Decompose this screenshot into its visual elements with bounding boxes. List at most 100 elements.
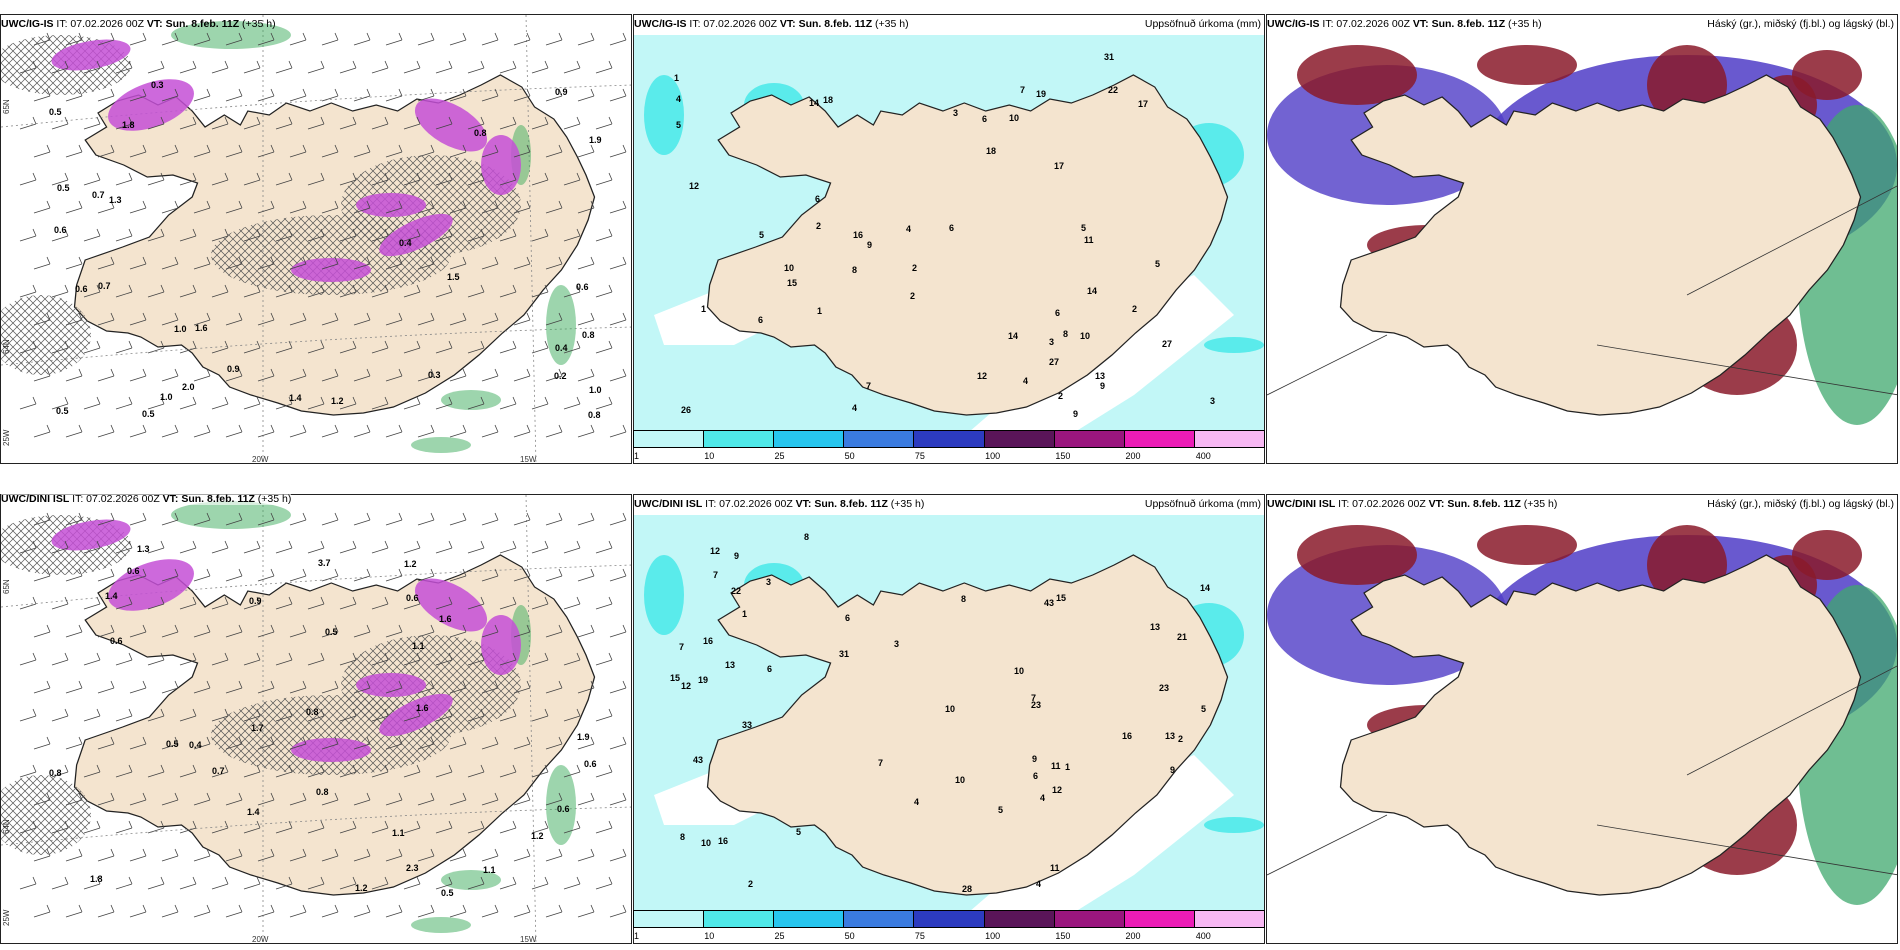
wind-barb <box>225 792 243 806</box>
map-value-label: 7 <box>878 758 884 768</box>
wind-barb <box>115 396 133 410</box>
wind-barb <box>385 904 403 918</box>
wind-barb <box>307 876 325 890</box>
panel-igis-precip: UWC/IG-IS IT: 07.02.2026 00Z VT: Sun. 8.… <box>633 14 1265 464</box>
wind-barb <box>257 680 275 694</box>
wind-barb <box>545 368 563 382</box>
map-value-label: 0.9 <box>555 87 568 97</box>
wind-barb <box>83 652 101 666</box>
wind-barb <box>467 708 485 722</box>
wind-barb <box>243 596 261 610</box>
colorbar-tick-label: 400 <box>1195 931 1211 941</box>
wind-barb <box>481 736 499 750</box>
wind-barb <box>307 652 325 666</box>
wind-barb <box>531 540 549 554</box>
wind-barb <box>225 200 243 214</box>
wind-barb <box>371 284 389 298</box>
green-shade-area <box>546 765 576 845</box>
wind-barb <box>307 116 325 130</box>
map-value-label: 9 <box>1170 765 1176 775</box>
wind-barb <box>211 172 229 186</box>
wind-barb <box>179 340 197 354</box>
map-frame[interactable] <box>1266 494 1898 944</box>
map-value-label: 1.0 <box>174 324 187 334</box>
wind-barb <box>435 540 453 554</box>
wind-barb <box>289 424 307 438</box>
map-frame[interactable] <box>0 494 632 944</box>
wind-barb <box>417 88 435 102</box>
wind-barb <box>225 368 243 382</box>
wind-barb <box>147 60 165 74</box>
wind-barb <box>563 172 581 186</box>
wind-barb <box>353 736 371 750</box>
wind-barb <box>321 680 339 694</box>
map-value-label: 16 <box>718 836 729 846</box>
wind-barb <box>243 228 261 242</box>
wind-barb <box>129 624 147 638</box>
wind-barb <box>403 652 421 666</box>
map-value-label: 0.8 <box>316 787 329 797</box>
model-name: UWC/IG-IS <box>634 18 687 30</box>
wind-barb <box>161 256 179 270</box>
map-value-label: 4 <box>906 224 912 234</box>
icing-hatch-area <box>1 775 91 855</box>
wind-barb <box>481 512 499 526</box>
wind-barb <box>193 256 211 270</box>
initial-time: IT: 07.02.2026 00Z <box>1322 18 1410 30</box>
map-value-label: 0.9 <box>227 364 240 374</box>
wind-barb <box>225 144 243 158</box>
wind-barb <box>609 200 627 214</box>
wind-barb <box>97 792 115 806</box>
wind-barb <box>417 424 435 438</box>
wind-barb <box>257 200 275 214</box>
wind-barb <box>289 32 307 46</box>
map-value-label: 3.7 <box>318 558 331 568</box>
purple-shade-area <box>379 213 453 257</box>
wind-barb <box>339 60 357 74</box>
wind-barb <box>545 424 563 438</box>
map-value-label: 23 <box>1031 700 1042 710</box>
map-value-label: 14 <box>809 98 820 108</box>
precip-medium-area <box>1204 817 1264 833</box>
wind-barb <box>193 848 211 862</box>
map-frame[interactable] <box>633 494 1265 944</box>
map-frame[interactable] <box>633 14 1265 464</box>
map-value-label: 9 <box>1032 754 1038 764</box>
wind-barb <box>417 568 435 582</box>
wind-barb <box>33 792 51 806</box>
wind-barb <box>417 32 435 46</box>
initial-time: IT: 07.02.2026 00Z <box>56 18 144 30</box>
map-frame[interactable] <box>0 14 632 464</box>
map-value-label: 1.3 <box>109 195 122 205</box>
precip-medium-area <box>644 75 684 155</box>
wind-barb <box>481 848 499 862</box>
map-value-label: 8 <box>1063 329 1069 339</box>
wind-barb <box>481 256 499 270</box>
wind-barb <box>51 116 69 130</box>
map-value-label: 3 <box>766 577 772 587</box>
wind-barb <box>449 424 467 438</box>
wind-barb <box>307 596 325 610</box>
wind-barb <box>129 144 147 158</box>
wind-barb <box>595 340 613 354</box>
wind-barb <box>449 624 467 638</box>
wind-barb <box>179 228 197 242</box>
valid-time: VT: Sun. 8.feb. 11Z <box>1428 498 1521 510</box>
wind-barb <box>225 624 243 638</box>
wind-barb <box>417 312 435 326</box>
map-value-label: 0.7 <box>92 190 105 200</box>
wind-barb <box>435 340 453 354</box>
wind-barb <box>609 368 627 382</box>
map-value-label: 1.2 <box>531 831 544 841</box>
map-value-label: 0.7 <box>212 766 225 776</box>
wind-barb <box>435 596 453 610</box>
green-shade-area <box>441 390 501 410</box>
map-frame[interactable] <box>1266 14 1898 464</box>
wind-barb <box>435 60 453 74</box>
map-value-label: 1.0 <box>589 385 602 395</box>
map-value-label: 23 <box>1159 683 1170 693</box>
wind-barb <box>97 736 115 750</box>
wind-barb <box>499 284 517 298</box>
map-value-label: 22 <box>1108 85 1119 95</box>
wind-barb <box>115 876 133 890</box>
